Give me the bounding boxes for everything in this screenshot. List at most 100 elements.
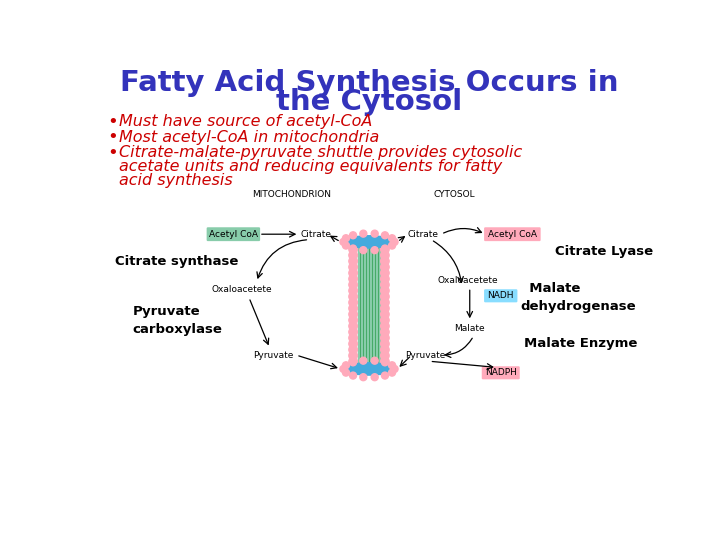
Circle shape [343,242,349,249]
Circle shape [381,316,389,325]
Circle shape [382,232,388,239]
Circle shape [382,245,388,252]
Text: acetate units and reducing equivalents for fatty: acetate units and reducing equivalents f… [120,159,503,174]
Circle shape [372,374,378,381]
Circle shape [381,239,389,248]
Circle shape [349,286,357,295]
Circle shape [349,357,357,366]
Circle shape [389,242,395,249]
Circle shape [349,263,357,271]
Circle shape [389,369,395,376]
Circle shape [381,280,389,289]
Circle shape [349,275,357,283]
Circle shape [360,374,366,381]
Circle shape [381,245,389,254]
Circle shape [349,340,357,348]
Circle shape [349,346,357,354]
Circle shape [343,235,349,242]
Circle shape [381,328,389,336]
Circle shape [381,251,389,260]
Ellipse shape [344,236,394,248]
Circle shape [381,292,389,301]
Circle shape [381,269,389,277]
Circle shape [372,247,378,254]
Circle shape [349,257,357,265]
Circle shape [381,322,389,330]
Text: Pyruvate: Pyruvate [253,350,293,360]
FancyBboxPatch shape [484,289,518,302]
Text: Citrate: Citrate [408,230,438,239]
Circle shape [349,316,357,325]
Circle shape [381,257,389,265]
Text: Fatty Acid Synthesis Occurs in: Fatty Acid Synthesis Occurs in [120,69,618,97]
Circle shape [372,357,378,364]
Circle shape [349,239,357,248]
Text: Pyruvate: Pyruvate [405,350,446,360]
Circle shape [381,310,389,319]
Circle shape [381,357,389,366]
Circle shape [349,334,357,342]
Circle shape [381,346,389,354]
FancyBboxPatch shape [484,227,541,241]
Ellipse shape [344,363,394,375]
Circle shape [340,239,347,245]
Circle shape [382,372,388,379]
Circle shape [349,269,357,277]
Text: Citrate-malate-pyruvate shuttle provides cytosolic: Citrate-malate-pyruvate shuttle provides… [120,145,523,160]
Circle shape [360,230,366,237]
Text: Most acetyl-CoA in mitochondria: Most acetyl-CoA in mitochondria [120,130,379,145]
Bar [358,242,380,369]
Text: •: • [107,144,118,161]
Circle shape [349,328,357,336]
Circle shape [350,372,356,379]
Text: Citrate: Citrate [300,230,331,239]
Text: Malate: Malate [454,323,485,333]
Circle shape [381,286,389,295]
Circle shape [360,247,366,254]
Text: Oxaloacetete: Oxaloacetete [438,276,498,285]
Circle shape [350,232,356,239]
Circle shape [343,369,349,376]
Circle shape [349,280,357,289]
Text: NADPH: NADPH [485,368,517,377]
Circle shape [372,230,378,237]
Circle shape [349,322,357,330]
Text: Malate
dehydrogenase: Malate dehydrogenase [520,282,636,313]
Text: the Cytosol: the Cytosol [276,88,462,116]
Text: •: • [107,113,118,131]
Circle shape [349,304,357,313]
Circle shape [350,245,356,252]
Text: Acetyl CoA: Acetyl CoA [209,230,258,239]
Circle shape [381,298,389,307]
Text: •: • [107,128,118,146]
Circle shape [381,340,389,348]
Circle shape [381,363,389,372]
Text: MITOCHONDRION: MITOCHONDRION [252,190,331,199]
Circle shape [343,362,349,369]
Text: Must have source of acetyl-CoA: Must have source of acetyl-CoA [120,114,373,129]
Circle shape [350,359,356,366]
Circle shape [382,359,388,366]
Circle shape [389,235,395,242]
Circle shape [349,352,357,360]
Circle shape [349,292,357,301]
Circle shape [349,298,357,307]
Circle shape [389,362,395,369]
Text: Citrate synthase: Citrate synthase [114,255,238,268]
Text: Malate Enzyme: Malate Enzyme [524,337,637,350]
Text: CYTOSOL: CYTOSOL [433,190,475,199]
Circle shape [381,334,389,342]
Circle shape [349,363,357,372]
Text: Oxaloacetete: Oxaloacetete [212,285,272,294]
Text: Pyruvate
carboxylase: Pyruvate carboxylase [132,305,222,336]
Circle shape [381,275,389,283]
Text: NADH: NADH [487,291,514,300]
Text: acid synthesis: acid synthesis [120,173,233,188]
Circle shape [381,263,389,271]
Text: Acetyl CoA: Acetyl CoA [488,230,537,239]
Circle shape [391,366,398,373]
FancyBboxPatch shape [207,227,260,241]
Circle shape [360,357,366,364]
Circle shape [340,366,347,373]
Circle shape [381,352,389,360]
